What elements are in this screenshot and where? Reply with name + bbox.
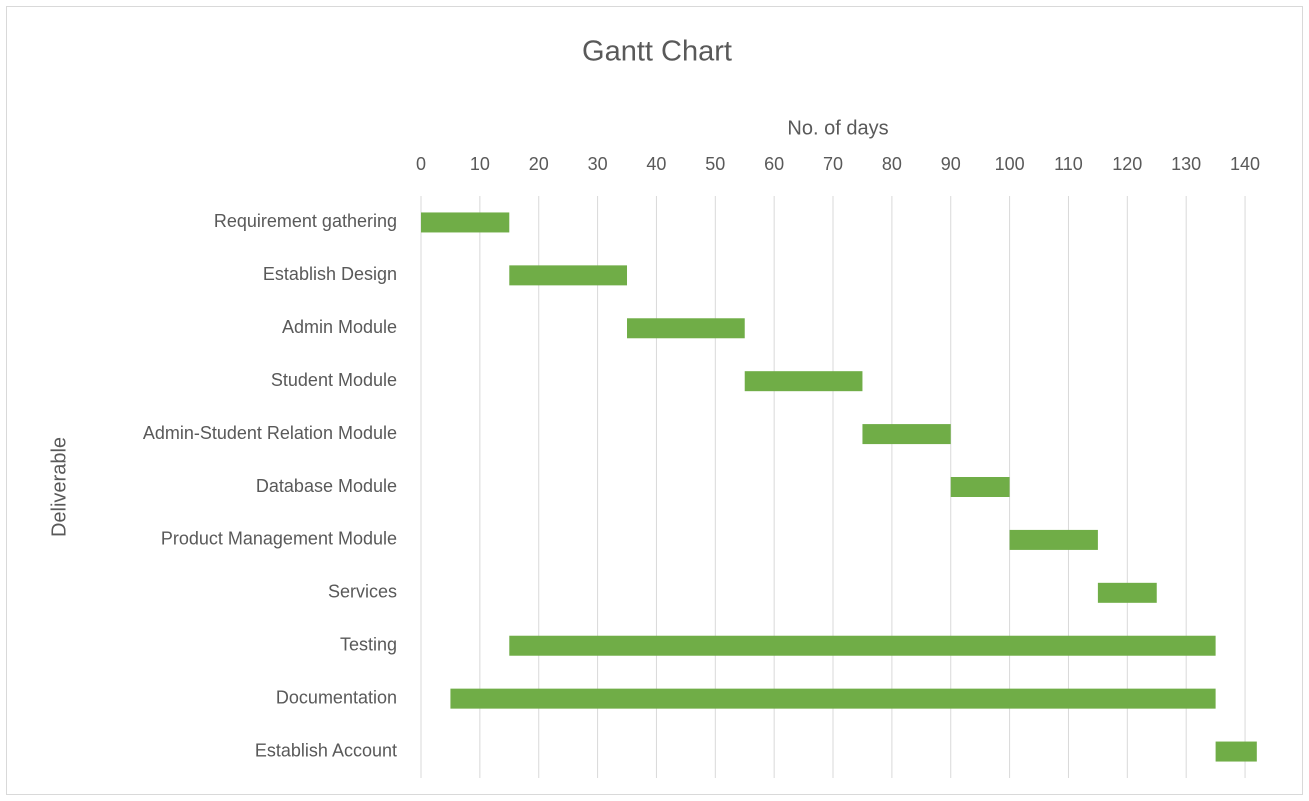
- bar: [1097, 582, 1157, 603]
- y-tick-label: Product Management Module: [161, 529, 397, 549]
- x-tick-label: 90: [941, 154, 961, 174]
- y-tick-label: Database Module: [256, 476, 397, 496]
- y-tick-label: Establish Design: [263, 264, 397, 284]
- y-tick-label: Student Module: [271, 370, 397, 390]
- x-tick-label: 130: [1171, 154, 1201, 174]
- x-tick-label: 10: [470, 154, 490, 174]
- y-tick-label: Services: [328, 582, 397, 602]
- x-tick-label: 100: [995, 154, 1025, 174]
- y-tick-label: Requirement gathering: [214, 211, 397, 231]
- x-tick-label: 80: [882, 154, 902, 174]
- y-tick-label: Establish Account: [255, 740, 397, 760]
- bar: [509, 265, 628, 286]
- x-tick-label: 0: [416, 154, 426, 174]
- y-tick-label: Admin Module: [282, 317, 397, 337]
- x-axis-label: No. of days: [787, 117, 888, 139]
- x-tick-label: 110: [1054, 154, 1083, 174]
- bar: [862, 424, 951, 445]
- bar: [1215, 741, 1257, 762]
- y-tick-label: Admin-Student Relation Module: [143, 423, 397, 443]
- x-tick-label: 20: [529, 154, 549, 174]
- x-tick-label: 40: [646, 154, 666, 174]
- x-tick-label: 120: [1112, 154, 1142, 174]
- y-tick-label: Testing: [340, 634, 397, 654]
- bar: [509, 635, 1216, 656]
- bar: [950, 477, 1010, 497]
- chart-title: Gantt Chart: [582, 36, 732, 68]
- bar: [1009, 529, 1098, 550]
- y-tick-label: Documentation: [276, 687, 397, 707]
- y-axis-label: Deliverable: [48, 437, 70, 537]
- bar: [450, 688, 1216, 709]
- x-tick-label: 140: [1230, 154, 1260, 174]
- bar: [744, 371, 863, 392]
- x-tick-label: 50: [705, 154, 725, 174]
- chart-border: [6, 6, 1303, 795]
- x-tick-label: 30: [588, 154, 608, 174]
- bar: [627, 318, 745, 339]
- x-tick-label: 70: [823, 154, 843, 174]
- bar: [421, 212, 510, 233]
- x-tick-label: 60: [764, 154, 784, 174]
